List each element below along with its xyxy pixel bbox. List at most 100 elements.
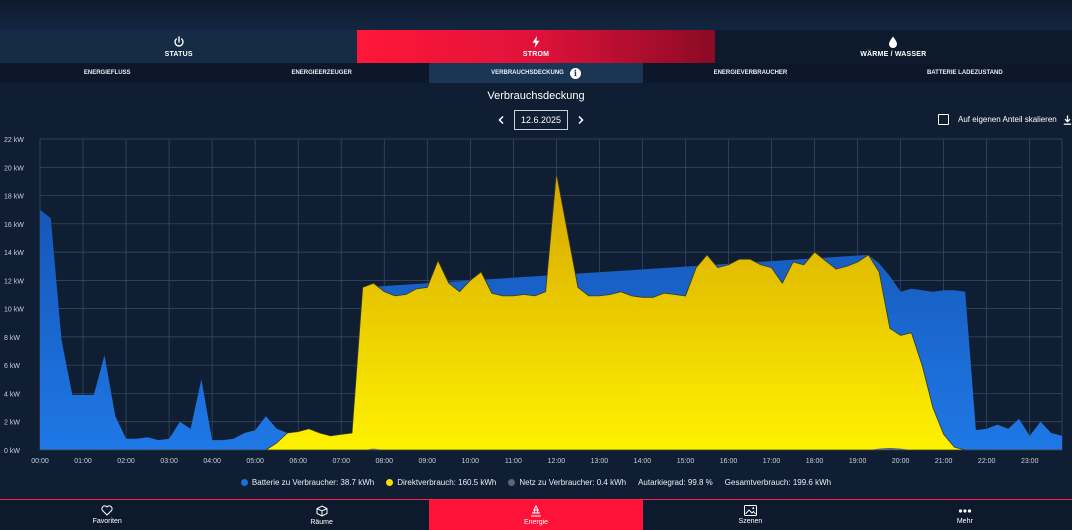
legend-battery-label: Batterie zu Verbraucher: 38.7 kWh [251,478,375,487]
subtab-energieerzeuger-label: ENERGIEERZEUGER [291,70,352,76]
x-tick-label: 15:00 [677,458,695,465]
tab-waerme-wasser[interactable]: WÄRME / WASSER [714,30,1072,63]
y-tick-label: 22 kW [4,137,24,144]
x-tick-label: 18:00 [806,458,824,465]
tab-status[interactable]: STATUS [0,30,358,63]
chevron-right-icon [578,116,584,124]
x-tick-label: 14:00 [634,458,652,465]
subtab-energiefluss-label: ENERGIEFLUSS [83,70,131,76]
x-tick-label: 23:00 [1021,458,1039,465]
x-tick-label: 11:00 [505,458,522,465]
subtab-verbrauchsdeckung-label: VERBRAUCHSDECKUNG [491,70,564,76]
x-tick-label: 05:00 [246,458,264,465]
chart-title: Verbrauchsdeckung [487,90,585,102]
y-tick-label: 12 kW [4,278,24,285]
cube-icon [316,504,328,517]
x-tick-label: 03:00 [160,458,178,465]
scale-label: Auf eigenen Anteil skalieren [958,115,1057,124]
legend-direct-dot [386,479,394,486]
legend-autarky-label: Autarkiegrad: 99.8 % [638,478,713,487]
nav-raeume[interactable]: Räume [214,500,428,530]
y-tick-label: 10 kW [4,307,24,314]
legend-autarky: Autarkiegrad: 99.8 % [638,478,713,487]
nav-raeume-label: Räume [310,518,333,526]
nav-szenen[interactable]: Szenen [643,500,857,530]
x-tick-label: 17:00 [763,458,781,465]
scale-own-share-toggle[interactable]: Auf eigenen Anteil skalieren [938,114,1072,125]
lightning-icon [532,35,540,48]
tab-strom-label: STROM [522,50,550,58]
y-tick-label: 6 kW [4,363,20,370]
y-tick-label: 2 kW [4,420,20,427]
x-tick-label: 08:00 [375,458,393,465]
subtab-energieverbraucher[interactable]: ENERGIEVERBRAUCHER [643,63,857,83]
chart-legend: Batterie zu Verbraucher: 38.7 kWh Direkt… [0,478,1072,487]
x-tick-label: 06:00 [289,458,307,465]
heart-icon [101,505,113,516]
series-direct-area [40,172,1062,451]
x-tick-label: 19:00 [849,458,867,465]
date-field[interactable]: 12.6.2025 [514,110,569,130]
x-tick-label: 12:00 [548,458,566,465]
legend-grid-dot [508,479,516,486]
tab-waerme-label: WÄRME / WASSER [860,50,927,58]
y-tick-label: 18 kW [4,194,24,201]
x-axis-ticks: 00:00 01:00 02:00 03:00 04:00 05:00 06:00 07:00… [31,458,1038,465]
next-day-button[interactable] [574,111,588,129]
y-tick-label: 20 kW [4,165,24,172]
bottom-navigation: Favoriten Räume Energie Szenen Mehr [0,499,1072,530]
y-tick-label: 8 kW [4,335,20,342]
main-tabs: STATUS STROM WÄRME / WASSER [0,30,1072,63]
y-tick-label: 14 kW [4,250,24,257]
subtab-verbrauchsdeckung[interactable]: VERBRAUCHSDECKUNG i [428,63,644,83]
tab-strom[interactable]: STROM [357,30,715,63]
subtab-batterie-ladezustand[interactable]: BATTERIE LADEZUSTAND [858,63,1072,83]
x-tick-label: 02:00 [117,458,135,465]
nav-favoriten[interactable]: Favoriten [0,500,214,530]
x-tick-label: 04:00 [203,458,221,465]
x-tick-label: 07:00 [332,458,350,465]
consumption-chart: 0 kW 2 kW 4 kW 6 kW 8 kW 10 kW 12 kW 14 kW 16 kW… [4,137,1063,465]
nav-energie[interactable]: Energie [428,500,644,530]
nav-mehr-label: Mehr [956,517,973,525]
legend-battery[interactable]: Batterie zu Verbraucher: 38.7 kWh [240,478,375,487]
legend-total-label: Gesamtverbrauch: 199.6 kWh [724,478,832,487]
previous-day-button[interactable] [494,111,508,129]
subtab-batterie-label: BATTERIE LADEZUSTAND [926,70,1003,76]
energy-icon [531,504,542,516]
nav-mehr[interactable]: Mehr [858,500,1072,530]
legend-direct[interactable]: Direktverbrauch: 160.5 kWh [386,478,496,487]
nav-szenen-label: Szenen [738,518,763,525]
subtab-energiefluss[interactable]: ENERGIEFLUSS [0,63,214,83]
y-tick-label: 4 kW [4,391,20,398]
scale-checkbox[interactable] [938,114,949,125]
y-axis-ticks: 0 kW 2 kW 4 kW 6 kW 8 kW 10 kW 12 kW 14 kW 16 kW… [4,137,24,455]
chart-areas [40,172,1062,451]
x-tick-label: 10:00 [462,458,480,465]
x-tick-label: 21:00 [935,458,953,465]
nav-energie-label: Energie [523,518,549,526]
x-tick-label: 16:00 [720,458,738,465]
x-tick-label: 13:00 [591,458,609,465]
download-icon[interactable] [1063,115,1072,125]
legend-total: Gesamtverbrauch: 199.6 kWh [725,478,831,487]
x-tick-label: 00:00 [31,458,49,465]
y-tick-label: 16 kW [4,222,24,229]
chevron-left-icon [498,116,504,124]
more-dots-icon [958,508,971,513]
top-bar [0,0,1072,30]
subtab-energieerzeuger[interactable]: ENERGIEERZEUGER [214,63,428,83]
tab-status-label: STATUS [164,50,193,58]
x-tick-label: 01:00 [74,458,92,465]
date-navigator: 12.6.2025 [494,110,588,130]
legend-direct-label: Direktverbrauch: 160.5 kWh [397,478,497,487]
legend-grid[interactable]: Netz zu Verbraucher: 0.4 kWh [508,478,626,487]
water-drop-icon [889,36,898,48]
y-tick-label: 0 kW [4,448,20,455]
image-icon [743,505,757,516]
info-icon[interactable]: i [569,67,581,79]
sub-tabs: ENERGIEFLUSS ENERGIEERZEUGER VERBRAUCHSD… [0,63,1072,83]
legend-battery-dot [240,479,248,486]
subtab-energieverbraucher-label: ENERGIEVERBRAUCHER [713,70,788,76]
x-tick-label: 09:00 [419,458,437,465]
